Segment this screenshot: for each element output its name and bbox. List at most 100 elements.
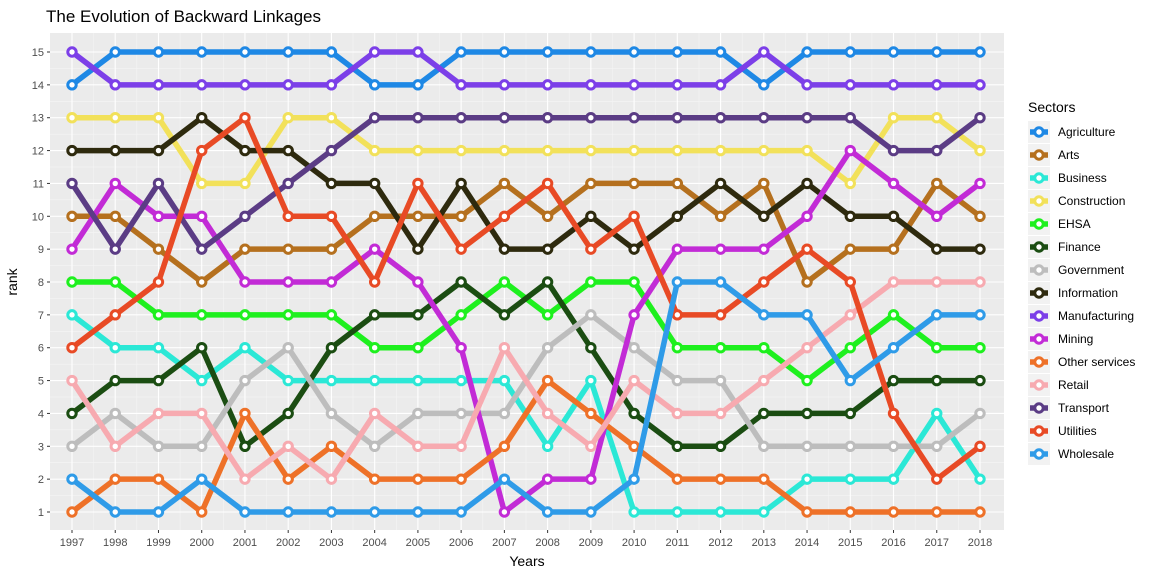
data-point bbox=[931, 473, 943, 485]
series-line bbox=[69, 114, 983, 187]
data-point bbox=[585, 473, 597, 485]
x-tick-label: 2010 bbox=[622, 537, 646, 549]
data-point bbox=[455, 177, 467, 190]
data-point bbox=[196, 440, 208, 452]
x-tick-label: 2005 bbox=[406, 537, 430, 549]
data-point bbox=[109, 407, 121, 420]
data-point bbox=[66, 79, 78, 91]
data-point bbox=[239, 276, 251, 288]
legend-item: Other services bbox=[1028, 351, 1135, 373]
data-point bbox=[196, 243, 208, 255]
data-point bbox=[758, 374, 770, 387]
data-point bbox=[844, 79, 856, 91]
data-point bbox=[974, 374, 986, 387]
x-tick-label: 2007 bbox=[492, 537, 516, 549]
data-point bbox=[844, 374, 856, 387]
data-point bbox=[801, 112, 813, 124]
data-point bbox=[628, 506, 640, 518]
y-tick-label: 14 bbox=[32, 80, 44, 92]
data-point bbox=[325, 112, 338, 124]
data-point bbox=[325, 374, 338, 387]
legend-label: Business bbox=[1058, 171, 1107, 185]
data-point bbox=[368, 112, 381, 124]
series-wholesale bbox=[66, 276, 986, 518]
data-point bbox=[282, 276, 294, 288]
data-point bbox=[541, 210, 554, 222]
data-point bbox=[66, 243, 78, 255]
data-point bbox=[282, 243, 294, 255]
legend-key-point bbox=[1033, 241, 1045, 253]
data-point bbox=[844, 407, 856, 420]
data-point bbox=[844, 473, 856, 485]
data-point bbox=[714, 309, 727, 321]
series-other-services bbox=[66, 374, 986, 518]
data-point bbox=[152, 309, 165, 321]
data-point bbox=[628, 177, 640, 190]
data-point bbox=[412, 342, 424, 354]
data-point bbox=[887, 177, 900, 190]
data-point bbox=[282, 440, 294, 452]
data-point bbox=[109, 210, 121, 222]
data-point bbox=[66, 309, 78, 321]
data-point bbox=[109, 440, 121, 452]
data-point bbox=[325, 79, 338, 91]
data-point bbox=[498, 309, 511, 321]
data-point bbox=[282, 342, 294, 354]
data-point bbox=[758, 46, 770, 58]
y-tick-label: 15 bbox=[32, 47, 44, 59]
data-point bbox=[109, 506, 121, 518]
data-point bbox=[196, 79, 208, 91]
legend-label: Mining bbox=[1058, 332, 1093, 346]
data-point bbox=[412, 473, 424, 485]
data-point bbox=[66, 506, 78, 518]
data-point bbox=[671, 243, 684, 255]
data-point bbox=[887, 407, 900, 420]
data-point bbox=[671, 144, 684, 157]
data-point bbox=[66, 144, 78, 157]
data-point bbox=[974, 177, 986, 190]
data-point bbox=[931, 374, 943, 387]
data-point bbox=[714, 374, 727, 387]
y-tick-label: 6 bbox=[38, 343, 44, 355]
data-point bbox=[671, 374, 684, 387]
data-point bbox=[931, 46, 943, 58]
data-point bbox=[844, 342, 856, 354]
data-point bbox=[282, 473, 294, 485]
data-point bbox=[196, 46, 208, 58]
legend-key-point bbox=[1033, 195, 1045, 207]
data-point bbox=[152, 473, 165, 485]
data-point bbox=[974, 79, 986, 91]
data-point bbox=[196, 374, 208, 387]
data-point bbox=[412, 276, 424, 288]
data-point bbox=[758, 473, 770, 485]
data-point bbox=[758, 506, 770, 518]
data-point bbox=[585, 407, 597, 420]
data-point bbox=[282, 46, 294, 58]
data-point bbox=[282, 79, 294, 91]
data-point bbox=[628, 342, 640, 354]
data-point bbox=[239, 144, 251, 157]
y-tick-label: 9 bbox=[38, 244, 44, 256]
data-point bbox=[714, 210, 727, 222]
data-point bbox=[498, 210, 511, 222]
data-point bbox=[498, 342, 511, 354]
data-point bbox=[887, 374, 900, 387]
data-point bbox=[282, 309, 294, 321]
data-point bbox=[801, 276, 813, 288]
data-point bbox=[974, 276, 986, 288]
data-point bbox=[671, 276, 684, 288]
data-point bbox=[628, 440, 640, 452]
data-point bbox=[498, 112, 511, 124]
legend-item: Finance bbox=[1028, 236, 1101, 258]
data-point bbox=[541, 309, 554, 321]
data-point bbox=[628, 407, 640, 420]
data-point bbox=[66, 374, 78, 387]
x-tick-label: 2008 bbox=[535, 537, 559, 549]
legend-item: Business bbox=[1028, 167, 1107, 189]
data-point bbox=[887, 342, 900, 354]
data-point bbox=[585, 440, 597, 452]
data-point bbox=[152, 276, 165, 288]
data-point bbox=[368, 506, 381, 518]
data-point bbox=[758, 243, 770, 255]
